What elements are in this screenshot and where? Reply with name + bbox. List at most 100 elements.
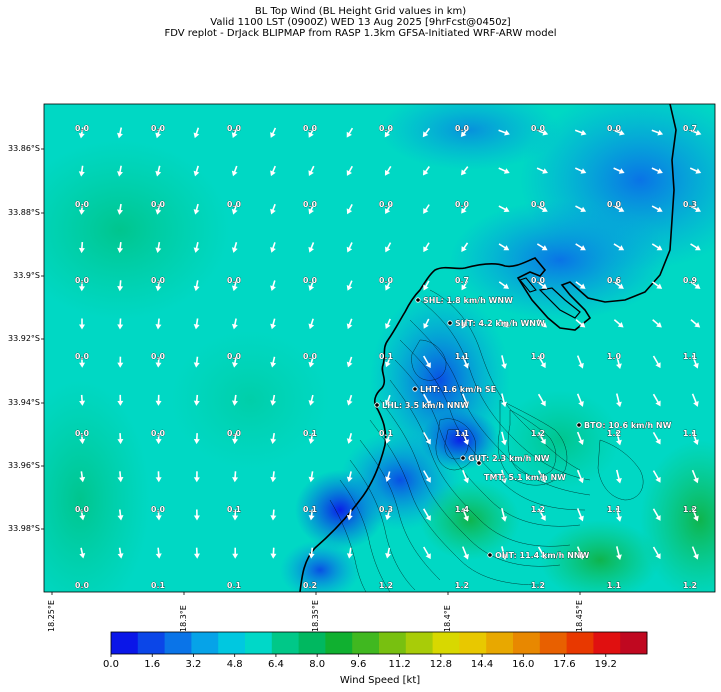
colorbar-tick-label: 12.8	[429, 659, 452, 670]
wind-arrow	[576, 508, 584, 522]
wind-arrow	[498, 167, 510, 174]
colorbar-tick-label: 6.4	[267, 659, 284, 670]
wind-arrow	[308, 318, 315, 330]
wind-arrow	[155, 356, 162, 368]
wind-arrow	[155, 433, 162, 445]
grid-value: 0.0	[607, 124, 622, 133]
colorbar-tick-label: 17.6	[553, 659, 576, 670]
grid-value: 0.0	[151, 505, 166, 514]
wind-arrow	[232, 471, 239, 483]
grid-value: 0.0	[227, 200, 242, 209]
wind-arrow	[270, 356, 277, 368]
wind-arrow	[79, 547, 86, 559]
wind-arrow	[462, 546, 469, 560]
grid-value: 1.1	[683, 352, 698, 361]
wind-arrow	[385, 433, 391, 444]
wind-arrow	[498, 129, 510, 136]
wind-arrow	[232, 394, 238, 406]
wind-arrow	[575, 167, 587, 174]
grid-value: 1.1	[455, 352, 470, 361]
grid-value: 1.2	[455, 581, 469, 590]
grid-value: 0.0	[303, 352, 318, 361]
wind-arrow	[537, 508, 546, 521]
wind-arrow	[270, 165, 276, 177]
wind-speed-field	[44, 104, 715, 592]
station-label: SHL: 1.8 km/h WNW	[423, 296, 513, 305]
wind-arrow	[613, 129, 625, 136]
wind-arrow	[423, 355, 431, 369]
wind-arrow	[232, 547, 239, 559]
wind-arrow	[308, 165, 315, 177]
wind-arrow	[117, 433, 124, 445]
wind-arrow	[537, 470, 546, 483]
grid-value: 0.0	[151, 124, 166, 133]
grid-value: 1.2	[531, 505, 545, 514]
grid-value: 0.6	[607, 276, 622, 285]
wind-arrow	[308, 242, 315, 253]
wind-arrow	[308, 356, 315, 368]
wind-arrow	[346, 433, 353, 444]
grid-value: 0.0	[531, 124, 546, 133]
wind-arrow	[691, 546, 699, 560]
wind-arrow	[690, 319, 701, 328]
wind-arrow	[462, 355, 469, 369]
station-marker	[412, 386, 418, 392]
grid-value: 0.0	[151, 352, 166, 361]
wind-arrow	[384, 127, 392, 138]
wind-arrow	[346, 509, 353, 521]
wind-arrow	[385, 509, 391, 521]
wind-arrow	[346, 318, 353, 330]
wind-arrow	[231, 280, 238, 292]
colorbar-tick-label: 16.0	[512, 659, 535, 670]
wind-arrow	[462, 431, 469, 446]
wind-arrow	[117, 356, 124, 368]
wind-arrow	[613, 243, 625, 251]
latitude-label: 33.92°S	[8, 334, 40, 343]
wind-arrow	[575, 281, 586, 289]
wind-arrow	[651, 281, 663, 289]
wind-arrow	[422, 127, 431, 138]
wind-arrow	[308, 547, 315, 559]
wind-arrow	[79, 318, 85, 330]
grid-value: 1.0	[531, 352, 546, 361]
wind-arrow	[613, 167, 625, 174]
wind-arrow	[231, 127, 238, 139]
wind-arrow	[462, 469, 469, 484]
wind-arrow	[537, 319, 547, 328]
station-label: GUT: 2.3 km/h NW	[468, 454, 550, 463]
wind-arrow	[575, 319, 586, 328]
colorbar-segment	[191, 632, 219, 654]
colorbar-segment	[111, 632, 139, 654]
wind-arrow	[690, 281, 701, 289]
wind-arrow	[423, 393, 431, 407]
wind-arrow	[155, 547, 162, 559]
colorbar-segment	[539, 632, 568, 654]
colorbar-segment	[298, 632, 326, 654]
grid-value: 0.0	[455, 124, 470, 133]
map-source: FDV replot - DrJack BLIPMAP from RASP 1.…	[164, 28, 557, 39]
wind-arrow	[155, 471, 162, 483]
grid-value: 0.0	[379, 276, 394, 285]
wind-arrow	[423, 432, 431, 445]
wind-arrow	[385, 204, 392, 215]
wind-arrow	[501, 355, 507, 369]
colorbar-segment	[218, 632, 246, 654]
wind-arrow	[691, 469, 699, 484]
wind-arrow	[79, 433, 86, 445]
wind-arrow	[79, 471, 86, 483]
wind-arrow	[613, 281, 624, 289]
wind-arrow	[193, 242, 200, 253]
grid-value: 0.1	[151, 581, 166, 590]
grid-value: 0.0	[151, 276, 166, 285]
wind-arrow	[501, 469, 507, 484]
wind-arrow	[78, 280, 85, 292]
wind-arrow	[78, 203, 85, 215]
wind-arrow	[385, 394, 391, 406]
wind-arrow	[461, 318, 468, 329]
longitude-label: 18.3°E	[179, 605, 188, 632]
longitude-label: 18.25°E	[47, 600, 56, 632]
wind-arrow	[498, 281, 509, 289]
grid-value: 1.2	[379, 581, 393, 590]
grid-value: 1.0	[607, 352, 622, 361]
grid-value: 0.1	[379, 429, 394, 438]
